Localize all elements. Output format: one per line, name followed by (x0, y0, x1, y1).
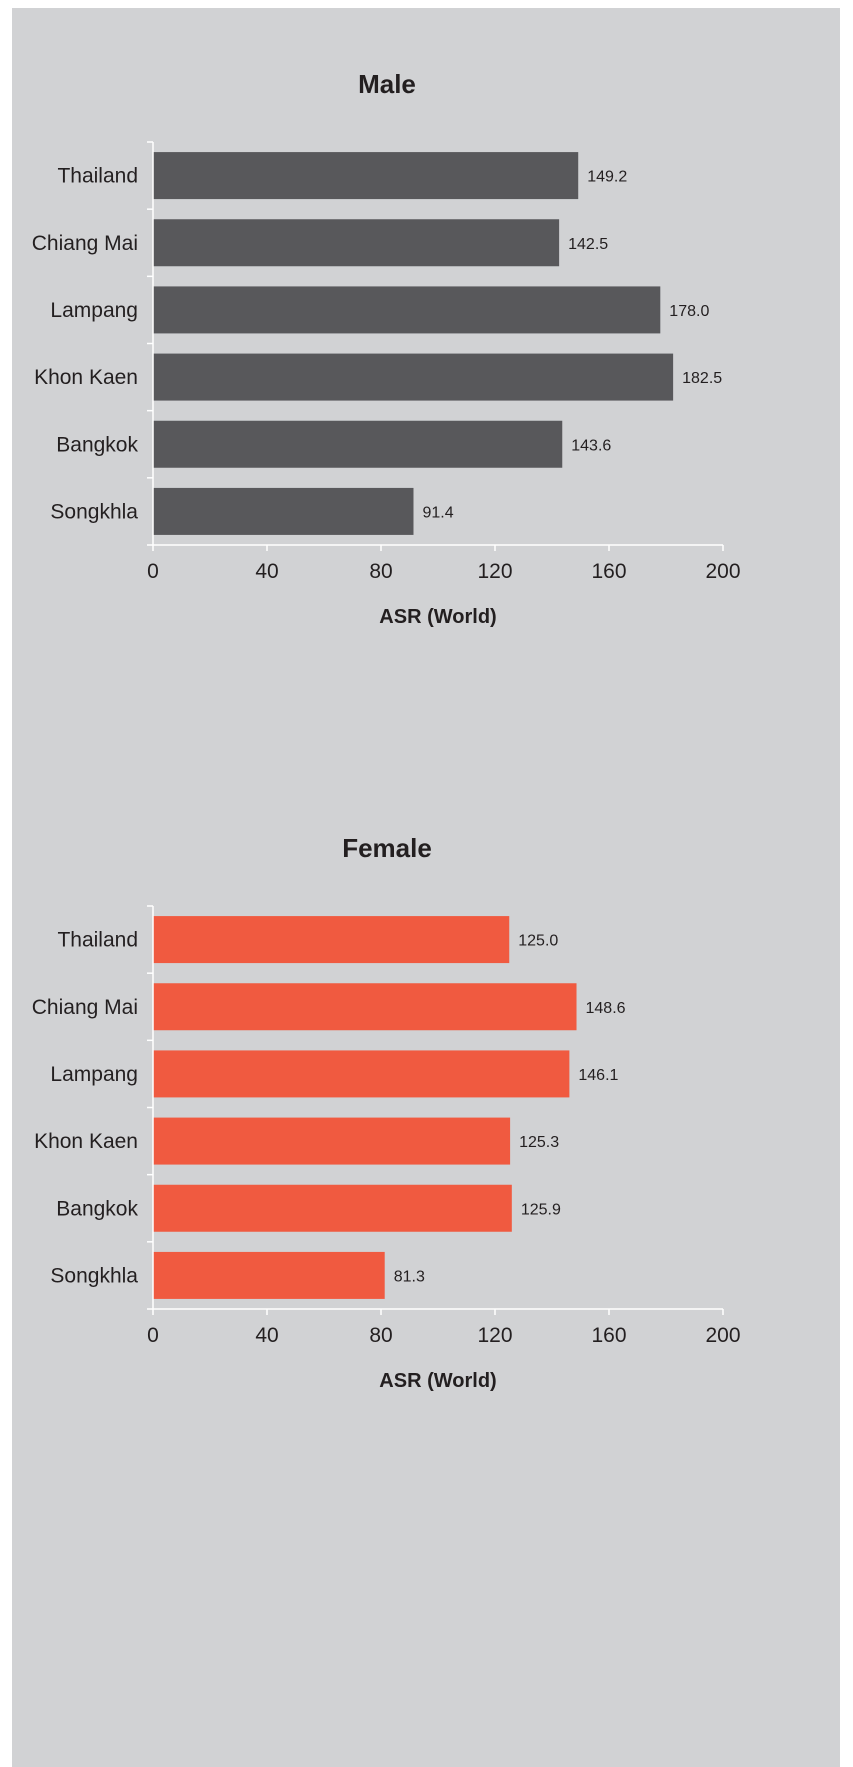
bar-bangkok (153, 1184, 512, 1232)
value-label: 91.4 (422, 504, 453, 521)
category-label: Songkhla (50, 500, 138, 523)
x-tick-label: 40 (255, 1324, 278, 1347)
value-label: 143.6 (571, 437, 611, 454)
bar-khon-kaen (153, 353, 674, 401)
value-label: 149.2 (587, 169, 627, 186)
chart-male: Male Thailand 149.2 Chiang Mai 142.5 Lampang 1… (32, 69, 741, 628)
category-label: Chiang Mai (32, 996, 138, 1019)
x-tick-label: 40 (255, 560, 278, 583)
category-label: Bangkok (56, 433, 138, 456)
x-axis-label: ASR (World) (379, 1370, 496, 1392)
bar-songkhla (153, 1251, 385, 1299)
category-label: Chiang Mai (32, 232, 138, 255)
x-tick-label: 160 (591, 1324, 626, 1347)
category-label: Thailand (57, 165, 138, 188)
x-tick-label: 120 (477, 1324, 512, 1347)
bar-chiang-mai (153, 983, 577, 1031)
bar-thailand (153, 152, 579, 200)
bar-bangkok (153, 420, 563, 468)
bar-khon-kaen (153, 1117, 511, 1165)
category-label: Lampang (50, 299, 138, 322)
category-label: Lampang (50, 1063, 138, 1086)
x-tick-label: 80 (369, 560, 392, 583)
value-label: 178.0 (669, 303, 709, 320)
value-label: 125.9 (521, 1201, 561, 1218)
category-label: Songkhla (50, 1264, 138, 1287)
x-tick-label: 120 (477, 560, 512, 583)
x-tick-label: 160 (591, 560, 626, 583)
x-tick-label: 0 (147, 1324, 159, 1347)
category-label: Khon Kaen (34, 366, 138, 389)
x-tick-label: 0 (147, 560, 159, 583)
category-label: Bangkok (56, 1197, 138, 1220)
bar-songkhla (153, 487, 414, 535)
x-axis-label: ASR (World) (379, 606, 496, 628)
value-label: 81.3 (394, 1268, 425, 1285)
chart-title: Female (342, 833, 432, 863)
value-label: 125.3 (519, 1134, 559, 1151)
bar-lampang (153, 286, 661, 334)
value-label: 148.6 (586, 1000, 626, 1017)
chart-female: Female Thailand 125.0 Chiang Mai 148.6 Lampan… (32, 833, 741, 1392)
x-tick-label: 200 (705, 1324, 740, 1347)
bar-lampang (153, 1050, 570, 1098)
x-tick-label: 200 (705, 560, 740, 583)
category-label: Thailand (57, 929, 138, 952)
value-label: 125.0 (518, 933, 558, 950)
value-label: 142.5 (568, 236, 608, 253)
x-tick-label: 80 (369, 1324, 392, 1347)
value-label: 146.1 (578, 1067, 618, 1084)
bar-chiang-mai (153, 219, 560, 267)
category-label: Khon Kaen (34, 1130, 138, 1153)
bar-thailand (153, 916, 510, 964)
chart-title: Male (358, 69, 416, 99)
value-label: 182.5 (682, 370, 722, 387)
